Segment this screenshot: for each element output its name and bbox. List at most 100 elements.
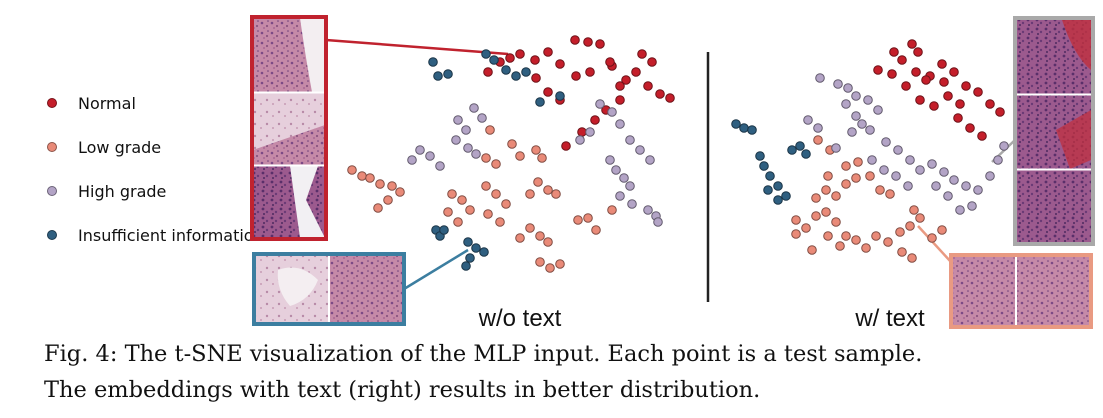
scatter-point [605,155,615,165]
scatter-point [823,231,833,241]
scatter-point [561,141,571,151]
scatter-point [811,211,821,221]
legend-marker [47,230,57,240]
legend-label: Low grade [78,138,161,157]
scatter-point [583,213,593,223]
scatter-point [585,67,595,77]
scatter-point [483,209,493,219]
scatter-point [535,231,545,241]
scatter-point [851,111,861,121]
scatter-point [851,91,861,101]
scatter-point [895,227,905,237]
scatter-point [533,177,543,187]
scatter-point [813,135,823,145]
scatter-point [897,247,907,257]
scatter-point [643,81,653,91]
scatter-point [937,59,947,69]
scatter-point [831,143,841,153]
scatter-point [909,205,919,215]
scatter-point [905,221,915,231]
highlight-box-lowgrade [949,253,1093,329]
scatter-point [501,199,511,209]
histology-tile [1017,170,1091,242]
scatter-point [653,217,663,227]
scatter-point [939,77,949,87]
scatter-point [357,171,367,181]
histology-tile [953,257,1015,325]
scatter-point [965,123,975,133]
scatter-point [525,189,535,199]
scatter-point [931,181,941,191]
highlight-box-highgrade [1013,16,1095,246]
scatter-point [773,181,783,191]
scatter-point [907,39,917,49]
scatter-point [955,205,965,215]
scatter-point [897,55,907,65]
scatter-point [655,89,665,99]
scatter-point [815,73,825,83]
scatter-point [995,107,1005,117]
scatter-point [471,149,481,159]
scatter-point [537,153,547,163]
scatter-point [883,237,893,247]
scatter-point [865,125,875,135]
scatter-point [973,87,983,97]
scatter-point [985,99,995,109]
scatter-point [531,73,541,83]
scatter-point [545,263,555,273]
scatter-point [913,47,923,57]
scatter-point [621,75,631,85]
scatter-point [481,181,491,191]
scatter-point [543,185,553,195]
scatter-point [893,145,903,155]
scatter-point [937,225,947,235]
scatter-point [605,57,615,67]
histology-stack-left [250,15,509,241]
scatter-point [515,49,525,59]
scatter-point [843,83,853,93]
scatter-point [590,115,600,125]
scatter-point [607,107,617,117]
scatter-point [881,137,891,147]
scatter-point [383,195,393,205]
scatter-point [505,53,515,63]
scatter-point [595,99,605,109]
scatter-point [571,71,581,81]
scatter-point [387,181,397,191]
scatter-point [853,157,863,167]
scatter-point [395,187,405,197]
scatter-point [615,119,625,129]
scatter-point [807,245,817,255]
scatter-point [831,191,841,201]
legend-marker [47,98,57,108]
scatter-point [915,213,925,223]
scatter-point [821,207,831,217]
scatter-point [535,257,545,267]
scatter-point [428,57,438,67]
legend-label: High grade [78,182,166,201]
caption-line-1: Fig. 4: The t-SNE visualization of the M… [44,341,923,367]
scatter-point [973,185,983,195]
scatter-point [543,47,553,57]
scatter-point [365,173,375,183]
histology-tile-whitespace [300,18,325,92]
figure-caption: Fig. 4: The t-SNE visualization of the M… [44,336,1100,408]
legend-label: Insufficient information [78,226,264,245]
scatter-point [453,217,463,227]
scatter-point [953,113,963,123]
scatter-point [555,259,565,269]
scatter-point [515,233,525,243]
scatter-point [755,151,765,161]
histology-pair-left [252,248,469,326]
pointer-line-normal [325,38,509,56]
scatter-point [645,155,655,165]
scatter-point [461,125,471,135]
scatter-point [915,95,925,105]
scatter-point [851,173,861,183]
scatter-point [615,191,625,201]
scatter-point [835,241,845,251]
scatter-point [611,165,621,175]
scatter-point [551,189,561,199]
scatter-point [433,71,443,81]
scatter-point [773,195,783,205]
